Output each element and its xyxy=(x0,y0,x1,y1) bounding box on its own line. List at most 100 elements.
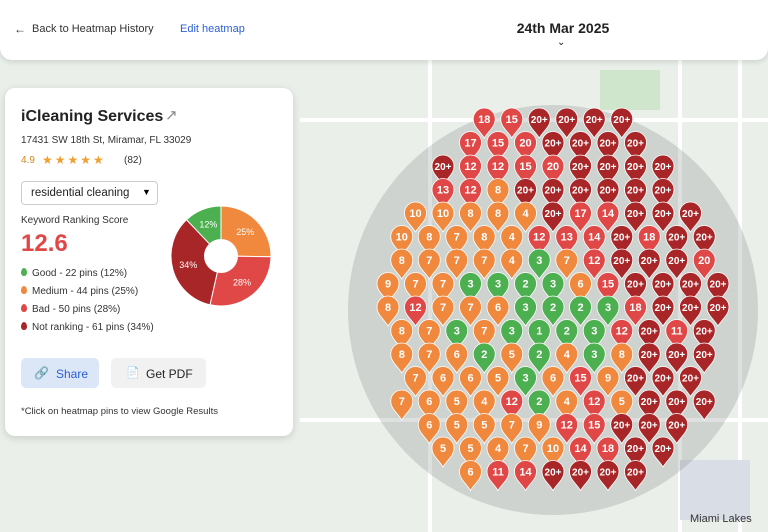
heatmap-pin[interactable]: 7 xyxy=(417,319,441,351)
heatmap-pin[interactable]: 20+ xyxy=(596,178,620,210)
heatmap-pin[interactable]: 15 xyxy=(514,154,537,186)
heatmap-pin[interactable]: 2 xyxy=(527,389,551,421)
heatmap-pin[interactable]: 20+ xyxy=(665,248,689,280)
heatmap-pin[interactable]: 6 xyxy=(445,342,469,374)
heatmap-pin[interactable]: 12 xyxy=(610,319,634,351)
heatmap-pin[interactable]: 20+ xyxy=(541,131,565,163)
heatmap-pin[interactable]: 2 xyxy=(472,342,496,374)
heatmap-pin[interactable]: 3 xyxy=(596,295,620,327)
heatmap-pin[interactable]: 5 xyxy=(431,436,455,468)
heatmap-pin[interactable]: 2 xyxy=(569,295,592,327)
heatmap-pin[interactable]: 15 xyxy=(569,366,592,398)
heatmap-pin[interactable]: 20+ xyxy=(679,295,702,327)
heatmap-pin[interactable]: 20+ xyxy=(569,154,592,186)
heatmap-pin[interactable]: 7 xyxy=(431,295,455,327)
heatmap-pin[interactable]: 7 xyxy=(500,413,524,445)
heatmap-pin[interactable]: 20+ xyxy=(624,131,647,163)
heatmap-pin[interactable]: 8 xyxy=(390,342,414,374)
date-chevron[interactable]: ⌄ xyxy=(557,37,566,48)
heatmap-pin[interactable]: 1 xyxy=(527,319,551,351)
heatmap-pin[interactable]: 8 xyxy=(459,201,482,233)
heatmap-pin[interactable]: 3 xyxy=(445,319,469,351)
pdf-button[interactable]: 📄 Get PDF xyxy=(111,358,206,388)
heatmap-pin[interactable]: 20+ xyxy=(541,460,565,492)
heatmap-pin[interactable]: 3 xyxy=(486,272,510,304)
heatmap-pin[interactable]: 20+ xyxy=(651,366,675,398)
heatmap-pin[interactable]: 20+ xyxy=(624,272,647,304)
heatmap-pin[interactable]: 20 xyxy=(692,248,716,280)
heatmap-pin[interactable]: 13 xyxy=(431,178,455,210)
heatmap-pin[interactable]: 20+ xyxy=(651,154,675,186)
heatmap-pin[interactable]: 20+ xyxy=(692,319,716,351)
heatmap-pin[interactable]: 20+ xyxy=(431,154,455,186)
heatmap-pin[interactable]: 4 xyxy=(500,248,524,280)
heatmap-pin[interactable]: 20+ xyxy=(665,225,689,257)
heatmap-pin[interactable]: 20+ xyxy=(624,436,647,468)
heatmap-pin[interactable]: 4 xyxy=(472,389,496,421)
heatmap-pin[interactable]: 4 xyxy=(555,342,579,374)
share-button[interactable]: 🔗 Share xyxy=(21,358,99,388)
heatmap-pin[interactable]: 7 xyxy=(555,248,579,280)
heatmap-pin[interactable]: 20+ xyxy=(514,178,537,210)
heatmap-pin[interactable]: 12 xyxy=(459,154,482,186)
heatmap-pin[interactable]: 9 xyxy=(527,413,551,445)
heatmap-pin[interactable]: 3 xyxy=(582,342,606,374)
heatmap-pin[interactable]: 20+ xyxy=(637,248,661,280)
heatmap-pin[interactable]: 20+ xyxy=(610,107,634,139)
heatmap-pin[interactable]: 10 xyxy=(404,201,427,233)
heatmap-pin[interactable]: 20+ xyxy=(637,319,661,351)
heatmap-pin[interactable]: 5 xyxy=(472,413,496,445)
heatmap-pin[interactable]: 20+ xyxy=(527,107,551,139)
heatmap-pin[interactable]: 18 xyxy=(637,225,661,257)
heatmap-pin[interactable]: 3 xyxy=(582,319,606,351)
heatmap-pin[interactable]: 6 xyxy=(569,272,592,304)
heatmap-pin[interactable]: 8 xyxy=(390,248,414,280)
heatmap-pin[interactable]: 20+ xyxy=(596,460,620,492)
heatmap-pin[interactable]: 20+ xyxy=(624,154,647,186)
heatmap-pin[interactable]: 20+ xyxy=(637,389,661,421)
heatmap-pin[interactable]: 20+ xyxy=(665,389,689,421)
heatmap-pin[interactable]: 20+ xyxy=(665,413,689,445)
heatmap-pin[interactable]: 20+ xyxy=(679,366,702,398)
heatmap-pin[interactable]: 20+ xyxy=(706,272,730,304)
heatmap-pin[interactable]: 20+ xyxy=(637,342,661,374)
heatmap-pin[interactable]: 20+ xyxy=(637,413,661,445)
heatmap-pin[interactable]: 7 xyxy=(472,248,496,280)
date[interactable]: 24th Mar 2025 xyxy=(516,20,610,36)
heatmap-pin[interactable]: 6 xyxy=(417,389,441,421)
heatmap-pin[interactable]: 20+ xyxy=(692,389,716,421)
heatmap-pin[interactable]: 20+ xyxy=(610,225,634,257)
heatmap-pin[interactable]: 12 xyxy=(404,295,427,327)
heatmap-pin[interactable]: 7 xyxy=(514,436,537,468)
heatmap-pin[interactable]: 12 xyxy=(527,225,551,257)
heatmap-pin[interactable]: 6 xyxy=(541,366,565,398)
heatmap-pin[interactable]: 17 xyxy=(569,201,592,233)
heatmap-pin[interactable]: 12 xyxy=(582,389,606,421)
heatmap-pin[interactable]: 20+ xyxy=(582,107,606,139)
heatmap-pin[interactable]: 5 xyxy=(486,366,510,398)
heatmap-pin[interactable]: 15 xyxy=(486,131,510,163)
heatmap-pin[interactable]: 14 xyxy=(582,225,606,257)
heatmap-pin[interactable]: 4 xyxy=(486,436,510,468)
back-arrow[interactable]: ← xyxy=(14,22,26,36)
heatmap-pin[interactable]: 20+ xyxy=(610,413,634,445)
heatmap-pin[interactable]: 7 xyxy=(431,272,455,304)
heatmap-pin[interactable]: 4 xyxy=(555,389,579,421)
heatmap-pin[interactable]: 12 xyxy=(459,178,482,210)
heatmap-pin[interactable]: 3 xyxy=(459,272,482,304)
heatmap-pin[interactable]: 20+ xyxy=(569,178,592,210)
heatmap-pin[interactable]: 8 xyxy=(417,225,441,257)
heatmap-pin[interactable]: 11 xyxy=(486,460,510,492)
heatmap-pin[interactable]: 20+ xyxy=(651,201,675,233)
heatmap-pin[interactable]: 20+ xyxy=(651,295,675,327)
heatmap-pin[interactable]: 20+ xyxy=(706,295,730,327)
heatmap-pin[interactable]: 7 xyxy=(445,225,469,257)
heatmap-pin[interactable]: 18 xyxy=(596,436,620,468)
heatmap-pin[interactable]: 4 xyxy=(514,201,537,233)
heatmap-pin[interactable]: 15 xyxy=(500,107,524,139)
external-link[interactable]: ↗ xyxy=(165,107,178,124)
heatmap-pin[interactable]: 7 xyxy=(445,248,469,280)
heatmap-pin[interactable]: 20+ xyxy=(651,272,675,304)
heatmap-pin[interactable]: 12 xyxy=(500,389,524,421)
heatmap-pin[interactable]: 6 xyxy=(459,460,482,492)
